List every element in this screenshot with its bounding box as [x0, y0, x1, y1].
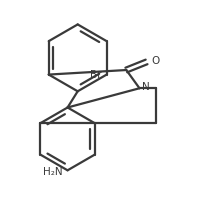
Text: Br: Br [90, 70, 102, 80]
Text: H₂N: H₂N [43, 167, 62, 177]
Text: O: O [152, 56, 160, 66]
Text: N: N [142, 82, 150, 92]
